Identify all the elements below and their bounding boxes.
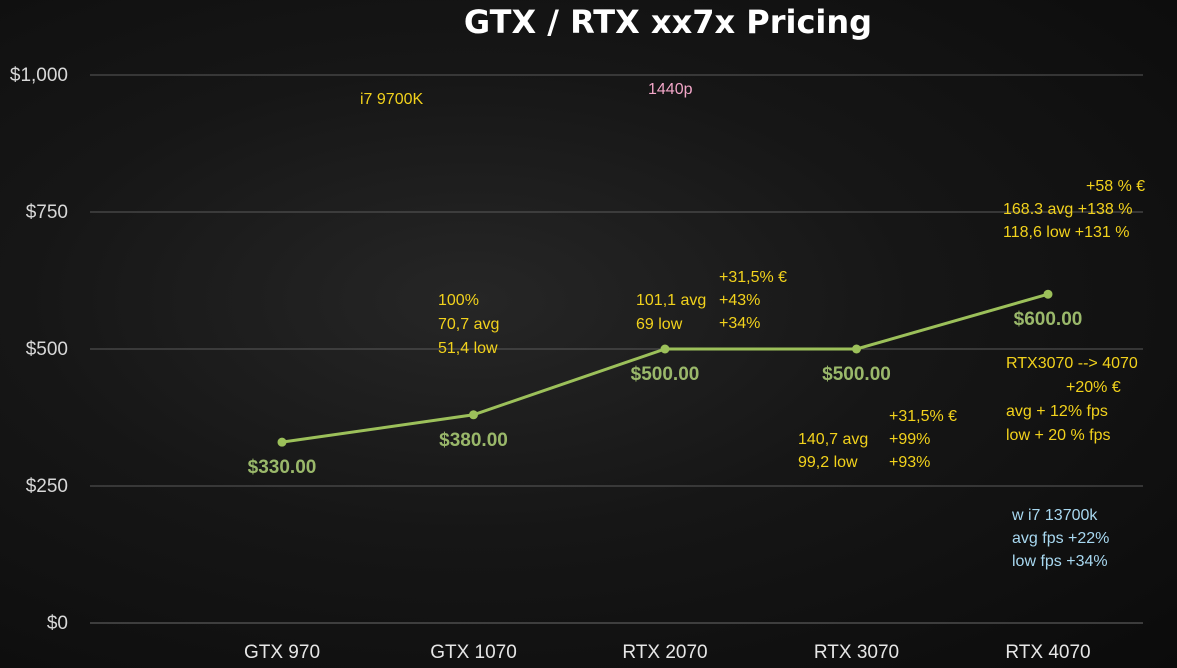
x-axis-ticks: GTX 970 GTX 1070 RTX 2070 RTX 3070 RTX 4070 bbox=[244, 642, 1091, 663]
annotation-block: RTX3070 --> 4070 +20% € avg + 12% fps low +… bbox=[1006, 355, 1138, 444]
annotation-line: +99% bbox=[889, 431, 930, 448]
data-label: $500.00 bbox=[631, 364, 700, 385]
annotation-line: w i7 13700k bbox=[1011, 507, 1098, 524]
data-points bbox=[277, 289, 1053, 447]
annotation-line: 51,4 low bbox=[438, 340, 498, 357]
annotation-block: +58 % € 168.3 avg +138 % 118,6 low +131 % bbox=[1003, 178, 1145, 241]
data-point bbox=[277, 437, 287, 447]
data-label: $500.00 bbox=[822, 364, 891, 385]
annotation-line: avg fps +22% bbox=[1012, 530, 1109, 547]
annotation-line: 69 low bbox=[636, 316, 683, 333]
y-tick-label: $250 bbox=[26, 476, 68, 497]
data-label: $330.00 bbox=[248, 457, 317, 478]
annotation-line: 99,2 low bbox=[798, 454, 858, 471]
annotation-block: 100% 70,7 avg 51,4 low bbox=[438, 292, 499, 357]
x-tick-label: RTX 4070 bbox=[1005, 642, 1090, 663]
y-axis-ticks: $0 $250 $500 $750 $1,000 bbox=[10, 65, 68, 634]
annotation-block: +31,5% € +43% +34% bbox=[719, 269, 787, 332]
annotation-line: 100% bbox=[438, 292, 479, 309]
x-tick-label: RTX 2070 bbox=[622, 642, 707, 663]
annotation-block: i7 9700K bbox=[360, 91, 423, 108]
x-tick-label: GTX 970 bbox=[244, 642, 320, 663]
annotation-line: +93% bbox=[889, 454, 930, 471]
data-label: $600.00 bbox=[1014, 309, 1083, 330]
gridlines bbox=[90, 74, 1143, 624]
annotation-line: low fps +34% bbox=[1012, 553, 1108, 570]
annotation-block: 1440p bbox=[648, 81, 693, 98]
annotation-line: +58 % € bbox=[1086, 178, 1145, 195]
data-point bbox=[1043, 289, 1053, 299]
data-label: $380.00 bbox=[439, 430, 508, 451]
annotation-block: 101,1 avg 69 low bbox=[636, 292, 706, 333]
y-tick-label: $750 bbox=[26, 202, 68, 223]
chart-title: GTX / RTX xx7x Pricing bbox=[464, 3, 872, 41]
x-tick-label: RTX 3070 bbox=[814, 642, 899, 663]
data-labels: $330.00 $380.00 $500.00 $500.00 $600.00 bbox=[248, 309, 1083, 478]
annotation-block: 140,7 avg 99,2 low bbox=[798, 431, 868, 471]
annotation-block: w i7 13700k avg fps +22% low fps +34% bbox=[1011, 507, 1109, 570]
annotation-line: 168.3 avg +138 % bbox=[1003, 201, 1132, 218]
annotation-block: +31,5% € +99% +93% bbox=[889, 408, 957, 471]
y-tick-label: $0 bbox=[47, 613, 68, 634]
annotation-line: 118,6 low +131 % bbox=[1003, 224, 1129, 241]
data-point bbox=[852, 344, 861, 354]
annotation-line: RTX3070 --> 4070 bbox=[1006, 355, 1138, 372]
annotation-line: 101,1 avg bbox=[636, 292, 706, 309]
annotation-line: 1440p bbox=[648, 81, 693, 98]
annotations: i7 9700K 1440p 100% 70,7 avg 51,4 low 101,1 a… bbox=[360, 81, 1145, 570]
data-point bbox=[469, 410, 478, 420]
annotation-line: +20% € bbox=[1066, 379, 1121, 396]
annotation-line: 70,7 avg bbox=[438, 316, 499, 333]
annotation-line: low + 20 % fps bbox=[1006, 427, 1111, 444]
annotation-line: avg + 12% fps bbox=[1006, 403, 1108, 420]
annotation-line: +31,5% € bbox=[889, 408, 957, 425]
annotation-line: +34% bbox=[719, 315, 760, 332]
annotation-line: 140,7 avg bbox=[798, 431, 868, 448]
y-tick-label: $1,000 bbox=[10, 65, 68, 86]
annotation-line: +31,5% € bbox=[719, 269, 787, 286]
y-tick-label: $500 bbox=[26, 339, 68, 360]
annotation-line: i7 9700K bbox=[360, 91, 423, 108]
data-point bbox=[660, 344, 670, 354]
annotation-line: +43% bbox=[719, 292, 760, 309]
x-tick-label: GTX 1070 bbox=[430, 642, 517, 663]
